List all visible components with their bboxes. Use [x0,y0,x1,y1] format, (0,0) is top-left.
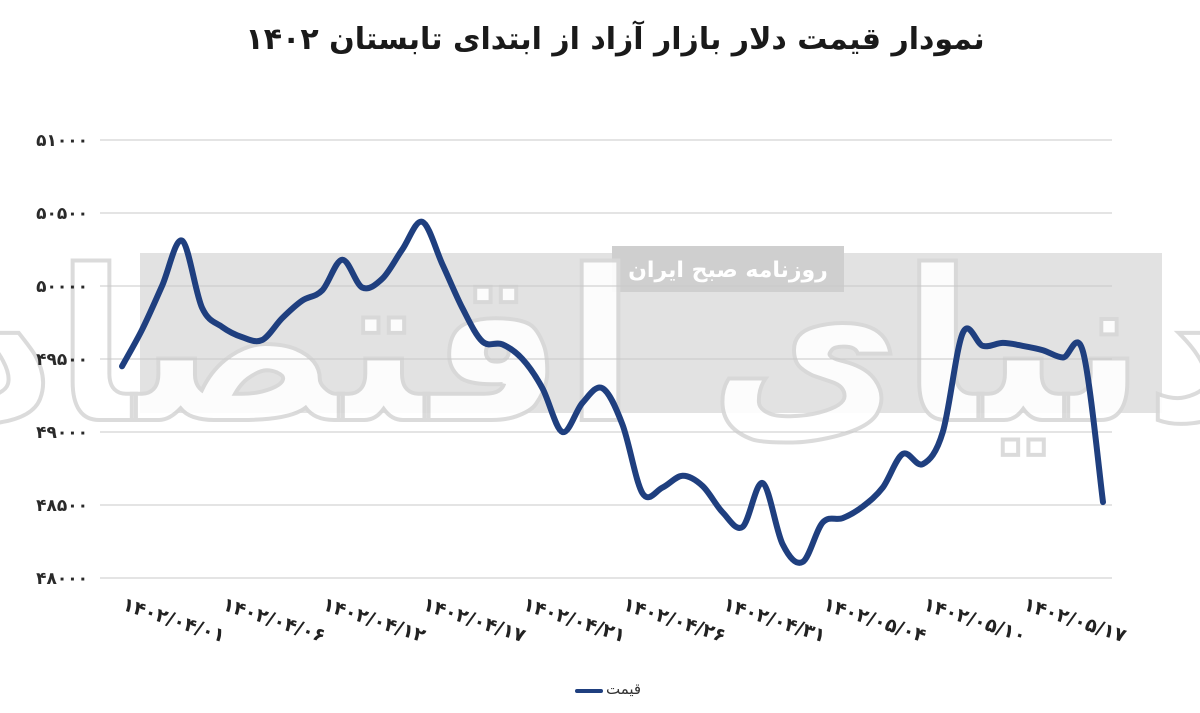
x-tick-label: ۱۴۰۲/۰۴/۱۷ [420,593,529,647]
y-tick-label: ۴۸۰۰۰ [36,569,88,589]
legend-swatch [575,689,603,693]
watermark-logo: دنیای اقتصاد [0,225,1200,470]
x-tick-label: ۱۴۰۲/۰۴/۲۶ [620,593,728,647]
legend: قیمت [0,678,1200,702]
x-tick-label: ۱۴۰۲/۰۴/۰۱ [120,593,228,647]
watermark-label-box [612,246,844,292]
x-tick-label: ۱۴۰۲/۰۴/۰۶ [220,593,328,647]
y-tick-label: ۴۹۵۰۰ [36,350,88,370]
x-axis-ticks: ۱۴۰۲/۰۴/۰۱۱۴۰۲/۰۴/۰۶۱۴۰۲/۰۴/۱۲۱۴۰۲/۰۴/۱۷… [120,593,1130,647]
x-tick-label: ۱۴۰۲/۰۴/۱۲ [320,593,429,647]
x-tick-label: ۱۴۰۲/۰۵/۱۷ [1021,593,1130,647]
watermark-label: روزنامه صبح ایران [628,258,828,283]
y-tick-label: ۴۸۵۰۰ [36,496,88,516]
series-line-price [119,218,1106,566]
y-tick-label: ۵۰۰۰۰ [36,277,88,297]
x-tick-label: ۱۴۰۲/۰۵/۱۰ [921,593,1029,647]
x-tick-label: ۱۴۰۲/۰۴/۲۱ [520,593,628,647]
x-tick-label: ۱۴۰۲/۰۵/۰۴ [820,593,928,647]
legend-label: قیمت [606,680,642,698]
y-tick-label: ۴۹۰۰۰ [36,423,88,443]
chart-title: نمودار قیمت دلار بازار آزاد از ابتدای تا… [245,22,985,57]
y-axis-ticks: ۴۸۰۰۰ ۴۸۵۰۰ ۴۹۰۰۰ ۴۹۵۰۰ ۵۰۰۰۰ ۵۰۵۰۰ ۵۱۰۰۰ [36,131,88,589]
y-tick-label: ۵۱۰۰۰ [36,131,88,151]
x-tick-label: ۱۴۰۲/۰۴/۳۱ [720,593,828,647]
watermark: روزنامه صبح ایران دنیای اقتصاد [0,223,1200,472]
grid [100,139,1112,579]
y-tick-label: ۵۰۵۰۰ [36,204,88,224]
